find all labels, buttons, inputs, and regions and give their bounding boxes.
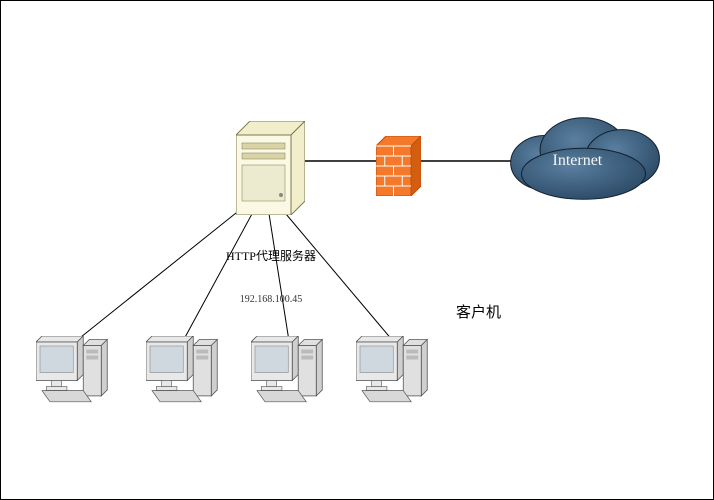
server-label-line1: HTTP代理服务器 xyxy=(211,247,331,264)
clients-label: 客户机 xyxy=(456,301,501,322)
client-workstation xyxy=(251,336,326,411)
edges-layer xyxy=(1,1,714,500)
server-node xyxy=(236,121,305,220)
client-workstation xyxy=(36,336,111,411)
client-workstation xyxy=(146,336,221,411)
server-label-line2: 192.168.100.45 xyxy=(211,294,331,305)
cloud-label: Internet xyxy=(553,152,603,170)
firewall-node xyxy=(376,136,421,201)
diagram-canvas: HTTP代理服务器 192.168.100.45 Internet 客户机 xyxy=(0,0,714,500)
client-workstation xyxy=(356,336,431,411)
server-label: HTTP代理服务器 192.168.100.45 xyxy=(211,217,331,335)
